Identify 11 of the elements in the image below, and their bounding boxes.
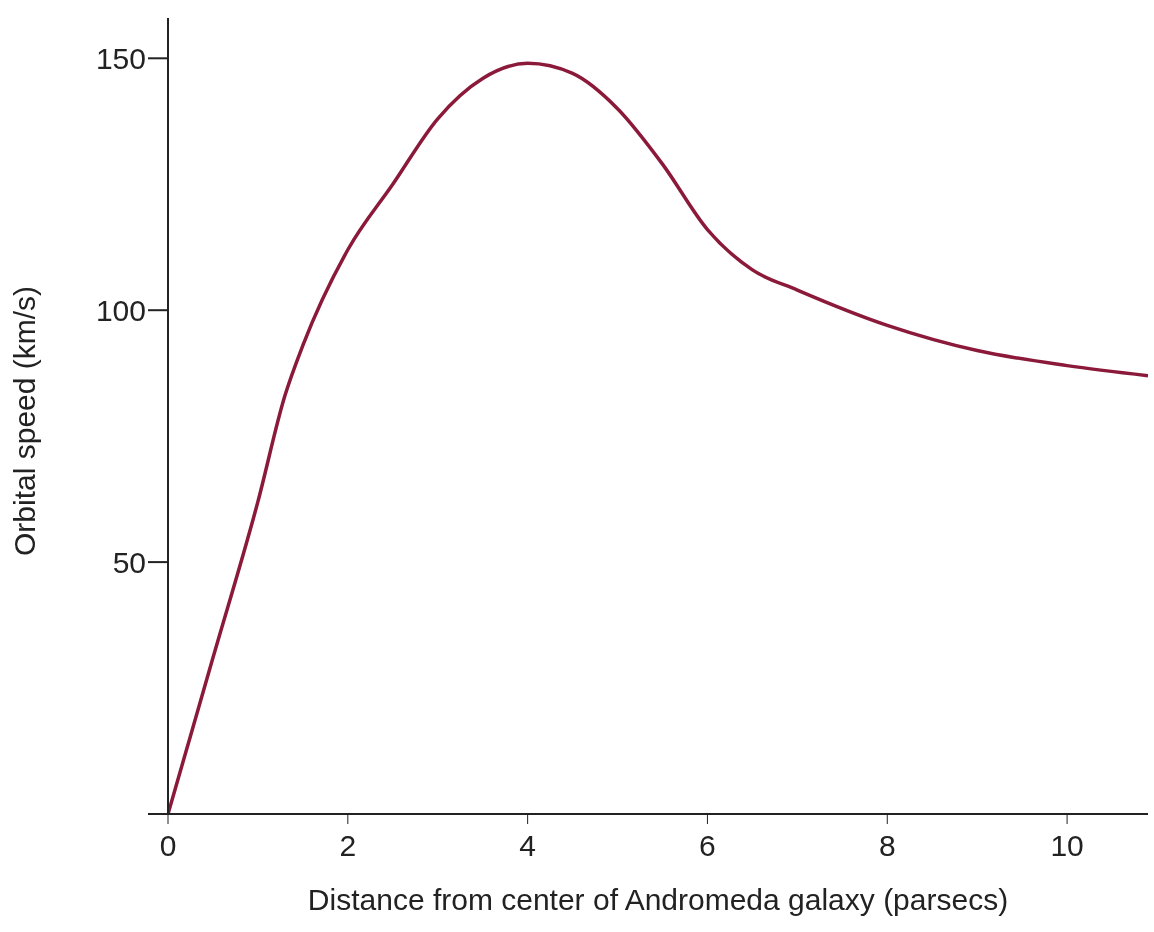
y-tick-label: 150	[95, 41, 146, 75]
x-tick-label: 4	[519, 829, 536, 862]
x-tick-label: 0	[159, 829, 177, 862]
y-tick-label: 50	[112, 545, 146, 579]
x-axis-title: Distance from center of Andromeda galaxy (parsecs)	[307, 883, 1009, 916]
y-axis-title: Orbital speed (km/s)	[7, 285, 41, 556]
x-tick-label: 6	[699, 829, 716, 862]
x-tick-label: 8	[878, 829, 896, 862]
y-tick-label: 100	[95, 293, 146, 327]
x-tick-label: 2	[339, 829, 357, 862]
x-tick-label: 10	[1050, 829, 1084, 862]
